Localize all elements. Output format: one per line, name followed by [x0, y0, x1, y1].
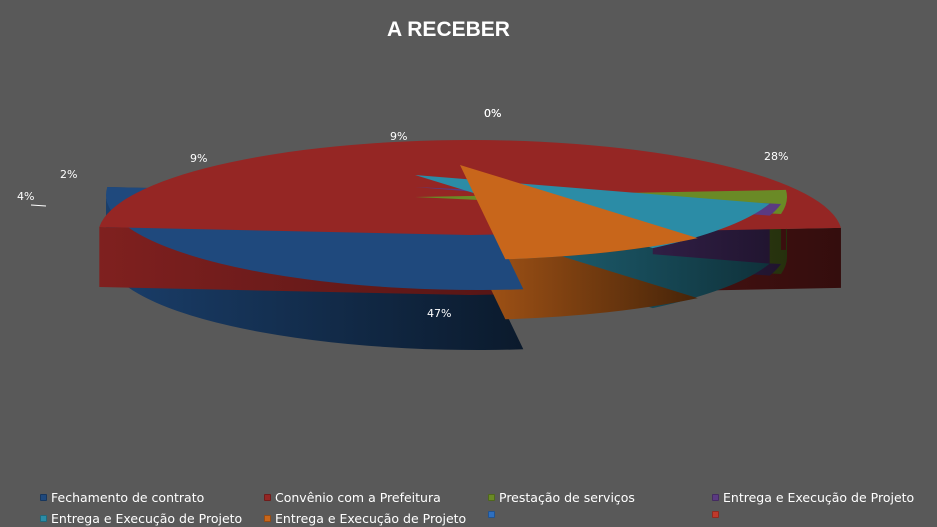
chart-title: A RECEBER: [387, 18, 510, 41]
slice-label-3: 2%: [60, 168, 77, 181]
slice-label-5: 9%: [390, 130, 407, 143]
slice-label-6: 0%: [484, 107, 501, 120]
pie-tops: [99, 139, 841, 290]
pie-labels: 28%47%4%2%9%9%0%0%: [17, 107, 788, 320]
pie-slice-5: [460, 165, 698, 260]
slice-label-7: 0%: [484, 107, 501, 120]
label-leader-line: [30, 204, 47, 207]
slice-label-4: 9%: [190, 152, 207, 165]
slice-label-2: 4%: [17, 190, 34, 203]
slice-label-0: 28%: [764, 150, 788, 163]
slice-label-1: 47%: [427, 307, 451, 320]
